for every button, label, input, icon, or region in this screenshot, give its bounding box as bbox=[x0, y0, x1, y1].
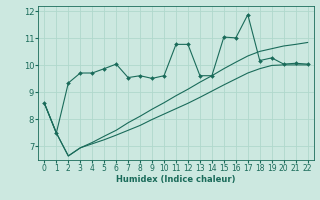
X-axis label: Humidex (Indice chaleur): Humidex (Indice chaleur) bbox=[116, 175, 236, 184]
